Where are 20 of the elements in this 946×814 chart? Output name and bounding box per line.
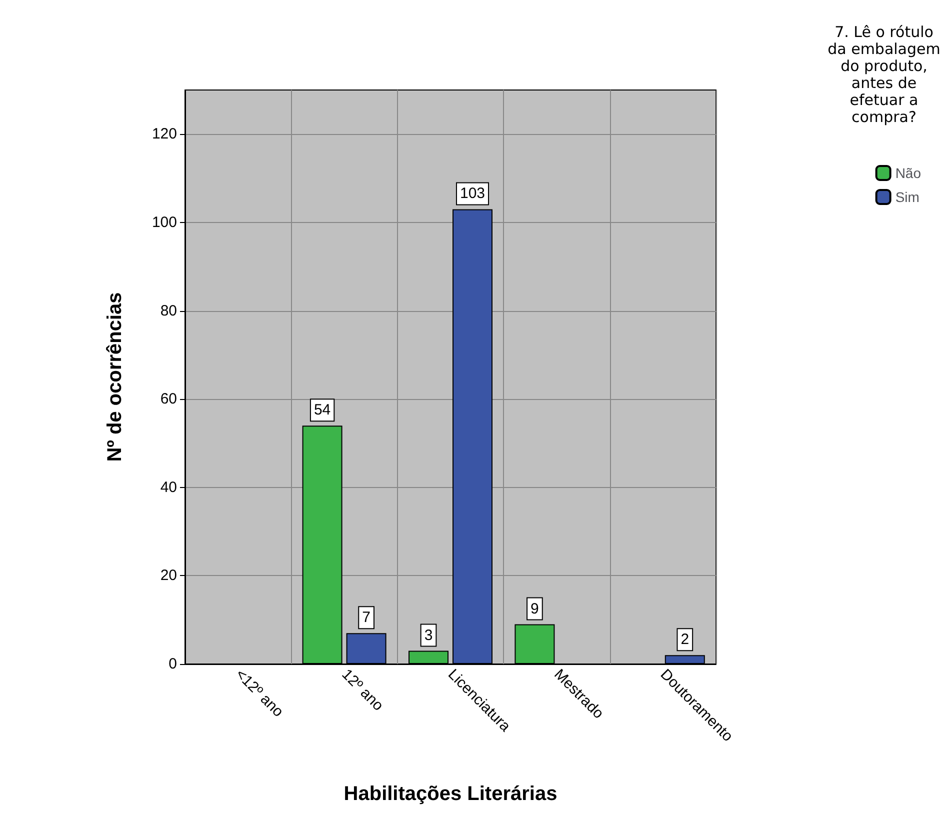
y-tick-label: 80 — [160, 302, 177, 320]
y-tick-label: 0 — [168, 656, 177, 672]
data-label: 3 — [424, 626, 433, 644]
data-label: 2 — [680, 631, 690, 648]
data-label: 9 — [530, 600, 539, 618]
y-tick-label: 40 — [160, 478, 177, 496]
data-label: 103 — [460, 185, 486, 202]
data-label: 54 — [314, 402, 331, 419]
y-tick-label: 120 — [152, 126, 177, 143]
x-axis-title: Habilitações Literárias — [344, 783, 558, 805]
legend-label: Sim — [895, 189, 920, 205]
y-tick-label: 100 — [152, 214, 177, 231]
data-label: 7 — [362, 609, 370, 626]
x-tick-label: 12º ano — [338, 666, 387, 714]
legend-label: Não — [895, 165, 922, 181]
legend-title: 7. Lê o rótulo da embalagem do produto, antes de efetuar a compra? — [826, 23, 942, 126]
x-tick-label: <12º ano — [232, 666, 287, 720]
y-tick-label: 60 — [160, 390, 177, 408]
y-axis-title: Nº de ocorrências — [104, 292, 126, 462]
y-tick-label: 20 — [160, 567, 177, 584]
